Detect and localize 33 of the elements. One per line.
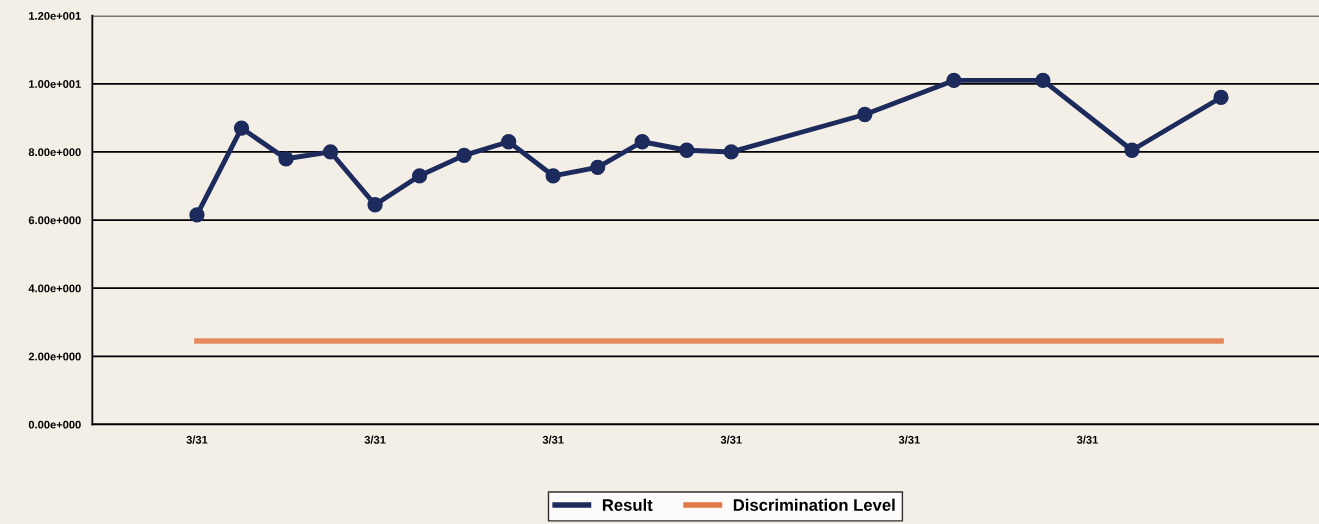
- x-tick-label: 3/31: [542, 435, 564, 444]
- point: [456, 147, 472, 164]
- point: [1213, 89, 1229, 106]
- point: [322, 144, 339, 160]
- point: [1035, 72, 1051, 89]
- y-tick-label: 2.00e+000: [28, 352, 81, 361]
- y-tick-label: 1.00e+001: [29, 80, 81, 88]
- y-tick-label: 8.00e+000: [28, 148, 81, 157]
- point: [233, 120, 250, 136]
- x-tick-label: 3/31: [1076, 435, 1098, 444]
- point: [1124, 142, 1140, 158]
- point: [634, 134, 650, 150]
- point: [501, 134, 517, 150]
- legend-label: Result: [602, 498, 653, 511]
- y-tick-label: 4.00e+000: [28, 284, 81, 293]
- legend-label: Discrimination Level: [733, 498, 895, 511]
- point: [946, 72, 962, 89]
- x-tick-label: 3/31: [186, 435, 208, 444]
- point: [723, 144, 739, 160]
- y-tick-label: 6.00e+000: [28, 216, 81, 225]
- x-tick-label: 3/31: [898, 435, 920, 444]
- point: [278, 151, 294, 167]
- x-tick-label: 3/31: [364, 435, 386, 444]
- y-tick-label: 1.20e+001: [29, 11, 81, 20]
- point: [545, 168, 561, 184]
- point: [411, 168, 428, 184]
- y-tick-label: 0.00e+000: [28, 420, 81, 429]
- point: [679, 142, 695, 158]
- point: [857, 106, 873, 123]
- point: [367, 197, 383, 213]
- point: [189, 207, 205, 223]
- x-tick-label: 3/31: [720, 435, 742, 444]
- point: [590, 159, 606, 175]
